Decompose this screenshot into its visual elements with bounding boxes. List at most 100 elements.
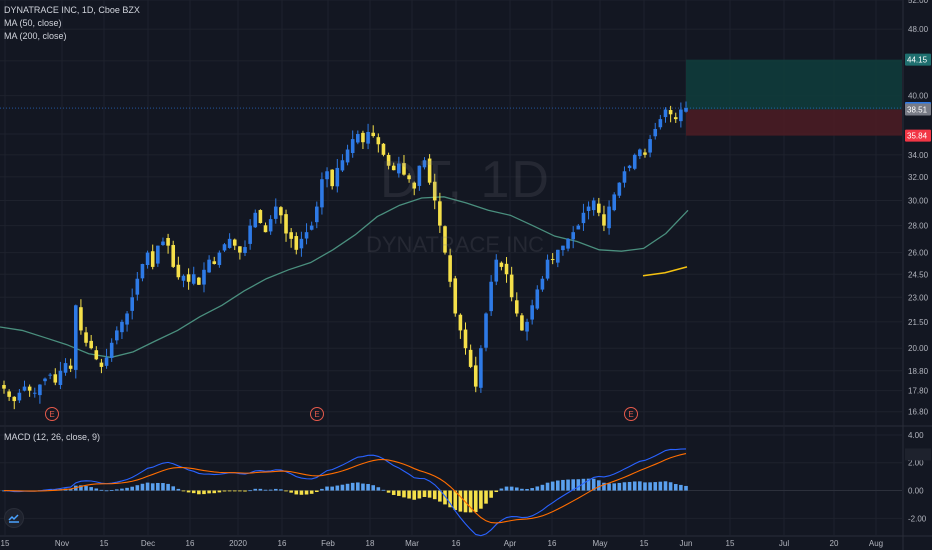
- macd-histogram-bar: [571, 479, 575, 491]
- macd-histogram-bar: [417, 490, 422, 499]
- candle-body: [273, 206, 278, 219]
- macd-histogram-bar: [484, 490, 488, 504]
- candle-body: [679, 109, 683, 122]
- macd-histogram-bar: [48, 489, 52, 491]
- price-tick-label: 17.80: [908, 387, 929, 396]
- macd-histogram-bar: [556, 480, 560, 491]
- macd-histogram-bar: [197, 490, 201, 495]
- legend-macd[interactable]: MACD (12, 26, close, 9): [4, 432, 101, 442]
- macd-histogram-bar: [268, 489, 273, 491]
- candle-body: [386, 154, 391, 166]
- macd-histogram-bar: [586, 478, 591, 491]
- candle-body: [514, 300, 519, 314]
- macd-histogram-bar: [191, 490, 196, 494]
- candle-body: [94, 350, 99, 360]
- macd-histogram-bar: [371, 485, 376, 491]
- macd-histogram-bar: [540, 484, 545, 491]
- candle-body: [458, 314, 463, 331]
- candle-body: [38, 384, 42, 396]
- candle-body: [571, 232, 575, 240]
- candle-body: [453, 278, 458, 314]
- candle-body: [407, 175, 411, 180]
- macd-histogram-bar: [279, 489, 283, 491]
- macd-histogram-bar: [602, 482, 606, 491]
- macd-histogram-bar: [673, 484, 678, 491]
- macd-histogram-bar: [320, 488, 324, 491]
- macd-histogram-bar: [561, 479, 565, 491]
- time-tick-label: 2020: [229, 539, 247, 548]
- macd-histogram-bar: [89, 487, 93, 491]
- candle-body: [43, 378, 47, 382]
- candle-body: [473, 365, 478, 387]
- candle-body: [350, 139, 355, 154]
- candle-body: [12, 396, 17, 402]
- price-tick-label: 16.80: [908, 408, 929, 417]
- time-tick-label: 15: [726, 539, 735, 548]
- price-tick-label: 20.00: [908, 344, 929, 353]
- macd-tick-label: -2.00: [908, 514, 927, 523]
- macd-histogram-bar: [68, 488, 73, 491]
- time-tick-label: Aug: [869, 539, 883, 548]
- macd-histogram-bar: [504, 486, 509, 491]
- macd-histogram-bar: [314, 490, 319, 493]
- macd-histogram-bar: [125, 487, 129, 491]
- time-tick-label: 16: [186, 539, 195, 548]
- macd-histogram-bar: [499, 488, 504, 491]
- earnings-marker-circle: [310, 407, 324, 421]
- candle-body: [530, 305, 534, 320]
- tradingview-logo-icon[interactable]: [4, 508, 24, 528]
- earnings-marker-circle: [624, 407, 638, 421]
- macd-histogram-bar: [402, 490, 406, 498]
- candle-body: [63, 363, 68, 373]
- legend-symbol[interactable]: DYNATRACE INC, 1D, Cboe BZX: [4, 5, 140, 15]
- macd-histogram-bar: [145, 482, 150, 491]
- candle-body: [591, 200, 596, 211]
- price-tag-label: 38.51: [907, 105, 928, 114]
- time-tick-label: Jun: [680, 539, 693, 548]
- macd-histogram-bar: [258, 488, 263, 491]
- macd-histogram-bar: [109, 490, 114, 491]
- candle-body: [104, 357, 109, 366]
- candle-body: [340, 160, 345, 171]
- candle-body: [622, 171, 627, 183]
- candle-body: [89, 340, 93, 349]
- macd-histogram-bar: [238, 490, 242, 492]
- macd-histogram-bar: [325, 486, 329, 491]
- macd-histogram-bar: [150, 483, 155, 491]
- candle-body: [258, 210, 263, 223]
- candle-body: [284, 214, 288, 234]
- macd-histogram-bar: [156, 482, 160, 491]
- macd-histogram-bar: [638, 481, 642, 491]
- candle-body: [612, 194, 617, 211]
- candle-body: [309, 225, 314, 230]
- candle-body: [248, 225, 252, 244]
- price-tick-label: 30.00: [908, 196, 929, 205]
- candle-body: [509, 274, 514, 298]
- candle-body: [222, 244, 227, 251]
- macd-histogram-bar: [243, 490, 247, 492]
- macd-pane: [0, 448, 902, 537]
- risk-reward-zones[interactable]: [0, 59, 902, 136]
- macd-histogram-bar: [273, 488, 278, 491]
- candle-body: [581, 212, 586, 224]
- macd-histogram-bar: [622, 482, 627, 491]
- candle-body: [150, 251, 155, 267]
- candle-body: [58, 370, 63, 385]
- candle-body: [402, 163, 406, 175]
- legend-ma50[interactable]: MA (50, close): [4, 18, 62, 28]
- macd-histogram-bar: [84, 486, 88, 491]
- macd-histogram-bar: [391, 490, 396, 495]
- macd-histogram-bar: [376, 487, 381, 491]
- candle-body: [99, 362, 104, 367]
- legend-ma200[interactable]: MA (200, close): [4, 31, 67, 41]
- macd-line: [3, 448, 687, 537]
- macd-histogram-bar: [663, 481, 668, 491]
- price-tick-label: 24.50: [908, 270, 929, 279]
- earnings-marker-label: E: [49, 410, 54, 419]
- macd-histogram-bar: [289, 490, 293, 493]
- macd-histogram-bar: [294, 490, 299, 495]
- macd-histogram-bar: [643, 482, 647, 491]
